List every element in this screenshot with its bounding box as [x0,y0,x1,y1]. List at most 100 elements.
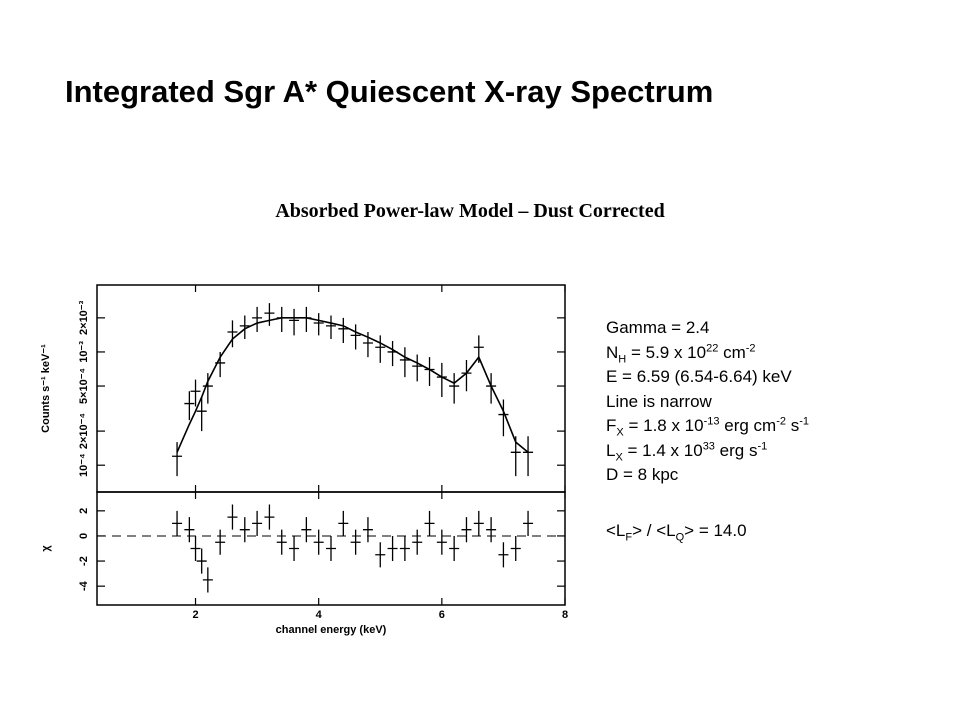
data-point [276,529,287,555]
fit-text: -1 [757,439,768,452]
fit-text: <L [606,520,626,540]
y-tick-label: 2 [78,508,90,514]
fit-text: 22 [706,341,719,354]
data-point [172,510,183,536]
data-point [172,442,183,477]
x-tick-label: 4 [316,609,323,621]
data-point [215,529,226,555]
data-point [387,340,398,367]
plot-frame [96,491,566,606]
fit-text: F [625,530,633,543]
data-point [362,517,373,543]
fit-text: erg s [714,440,758,460]
data-point [399,347,410,378]
data-point [184,391,195,421]
fit-text: -2 [745,341,756,354]
x-axis-label: channel energy (keV) [276,624,387,636]
fit-line: Gamma = 2.4 [606,316,809,341]
data-point [215,351,226,378]
data-point [412,529,423,555]
data-point [510,436,521,477]
subtitle: Absorbed Power-law Model – Dust Correcte… [275,200,665,222]
data-point [350,529,361,555]
data-point [510,535,521,562]
data-point [523,510,534,536]
data-point [196,548,207,574]
fit-line: NH = 5.9 x 1022 cm-2 [606,341,809,366]
data-point [375,542,386,568]
fit-text: > = 14.0 [684,520,747,540]
data-point [326,315,336,340]
y-axis-label: Counts s⁻¹ keV⁻¹ [40,344,52,433]
data-point [264,504,275,530]
data-point [486,373,497,404]
fit-text: X [615,450,623,463]
y-tick-label: 2×10⁻³ [78,300,90,335]
fit-text: Q [675,530,685,543]
data-point [239,315,250,340]
data-point [313,529,324,555]
fit-text: s [785,416,800,435]
fit-text: -1 [799,415,809,428]
fit-text: Gamma = 2.4 [606,318,710,337]
data-point [424,510,435,536]
fit-text: Line is narrow [606,391,712,411]
data-point [190,379,201,407]
fit-text: -13 [703,415,720,428]
fit-text: X [616,426,624,439]
data-point [449,535,460,562]
x-tick-label: 6 [439,609,445,621]
data-point [350,324,361,350]
data-point [473,510,484,536]
data-point [461,517,472,543]
x-tick-label: 2 [192,609,198,621]
data-point [276,306,287,332]
data-point [449,373,460,404]
y-tick-label: 10⁻³ [78,341,90,363]
data-point [227,504,238,530]
fit-text: = 1.8 x 10 [623,416,704,435]
data-point [289,535,300,562]
fit-text: -2 [776,415,786,428]
data-point [289,308,300,336]
data-point [202,373,213,404]
data-point [252,306,263,332]
data-point [239,517,250,543]
data-point [387,535,398,562]
fit-text: L [606,440,616,460]
fit-text: 33 [702,439,715,452]
model-line [176,317,529,453]
data-point [436,529,447,555]
fit-text: F [606,416,617,435]
fit-text: > / <L [632,520,676,540]
y-tick-label: 2×10⁻⁴ [78,413,90,449]
y-tick-label: 0 [78,533,90,539]
fit-line: Line is narrow [606,390,809,415]
data-point [375,335,386,363]
x-tick-label: 8 [562,609,568,621]
data-point [523,436,534,477]
fit-text: E = 6.59 (6.54-6.64) keV [606,367,792,386]
data-point [498,399,509,437]
data-point [264,303,275,326]
data-point [399,535,410,562]
data-point [326,535,336,562]
fit-text: cm [718,342,746,362]
slide-title: Integrated Sgr A* Quiescent X-ray Spectr… [65,74,714,109]
fit-text: erg cm [719,416,777,435]
data-point [424,357,435,387]
y-axis-label: χ [40,545,52,552]
fit-line: <LF> / <LQ> = 14.0 [606,519,809,544]
data-point [301,306,312,332]
data-point [338,510,349,536]
y-tick-label: -4 [78,580,90,591]
data-point [252,510,263,536]
y-tick-label: 5×10⁻⁴ [78,368,90,404]
fit-line: D = 8 kpc [606,463,809,488]
fit-text: D = 8 kpc [606,465,679,484]
fit-text: = 5.9 x 10 [626,342,707,362]
fit-parameters: Gamma = 2.4 NH = 5.9 x 1022 cm-2 E = 6.59 … [606,316,809,543]
data-point [498,542,509,568]
data-point [227,320,238,348]
